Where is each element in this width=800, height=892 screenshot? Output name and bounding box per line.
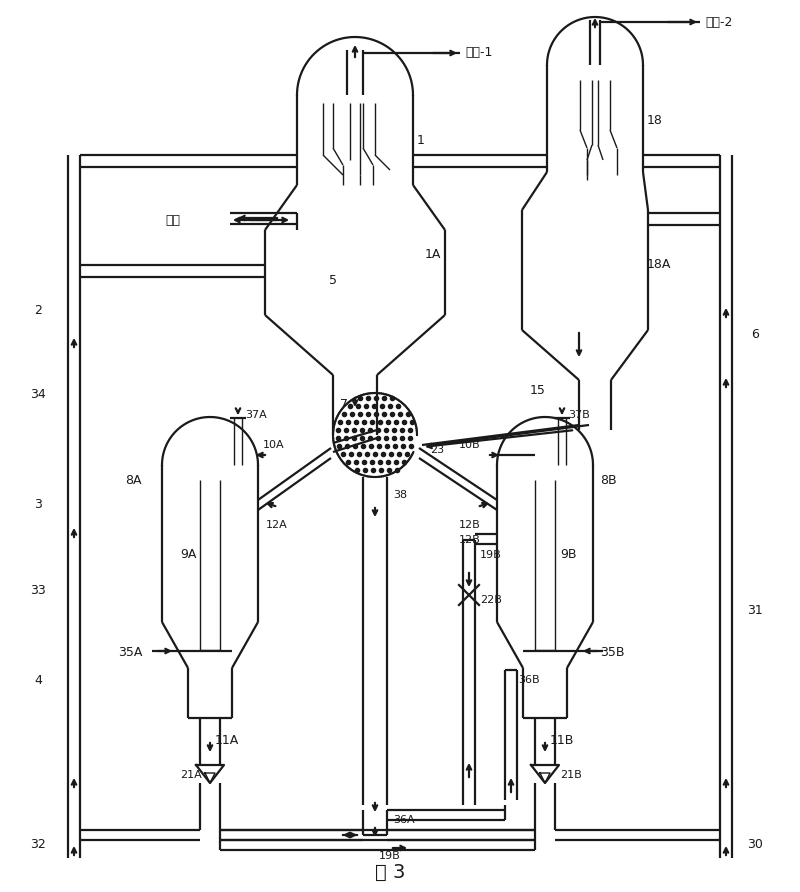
Text: 12B: 12B [459, 535, 481, 545]
Text: 10B: 10B [459, 440, 481, 450]
Text: 21A: 21A [180, 770, 202, 780]
Text: 30: 30 [747, 838, 763, 852]
Text: 8A: 8A [126, 474, 142, 486]
Text: 烟气: 烟气 [165, 213, 180, 227]
Text: 3: 3 [34, 499, 42, 511]
Text: 产品-2: 产品-2 [705, 15, 732, 29]
Text: 23: 23 [430, 445, 444, 455]
Text: 18: 18 [647, 113, 663, 127]
Text: 36B: 36B [518, 675, 540, 685]
Text: 1: 1 [417, 134, 425, 146]
Text: 22B: 22B [480, 595, 502, 605]
Text: 21B: 21B [560, 770, 582, 780]
Text: 32: 32 [30, 838, 46, 852]
Text: 38: 38 [393, 490, 407, 500]
Text: 1A: 1A [425, 249, 442, 261]
Text: 12B: 12B [459, 520, 481, 530]
Text: 9B: 9B [560, 549, 577, 561]
Text: 34: 34 [30, 389, 46, 401]
Text: 5: 5 [329, 274, 337, 286]
Text: 9A: 9A [180, 549, 196, 561]
Text: 33: 33 [30, 583, 46, 597]
Text: 19B: 19B [480, 550, 502, 560]
Text: 12A: 12A [266, 520, 288, 530]
Text: 2: 2 [34, 303, 42, 317]
Text: 6: 6 [751, 328, 759, 342]
Text: 37A: 37A [245, 410, 266, 420]
Text: 11B: 11B [550, 733, 574, 747]
Text: 15: 15 [530, 384, 546, 397]
Text: 37B: 37B [568, 410, 590, 420]
Text: 35B: 35B [600, 646, 625, 658]
Text: 31: 31 [747, 604, 763, 616]
Text: 11A: 11A [215, 733, 239, 747]
Text: 8B: 8B [600, 474, 617, 486]
Text: 4: 4 [34, 673, 42, 687]
Text: 36A: 36A [393, 815, 414, 825]
Text: 7: 7 [340, 399, 348, 411]
Text: 18A: 18A [647, 259, 671, 271]
Text: 图 3: 图 3 [375, 863, 405, 881]
Text: 19B: 19B [379, 851, 401, 861]
Text: 产品-1: 产品-1 [465, 46, 492, 60]
Text: 35A: 35A [118, 646, 142, 658]
Text: 10A: 10A [263, 440, 285, 450]
